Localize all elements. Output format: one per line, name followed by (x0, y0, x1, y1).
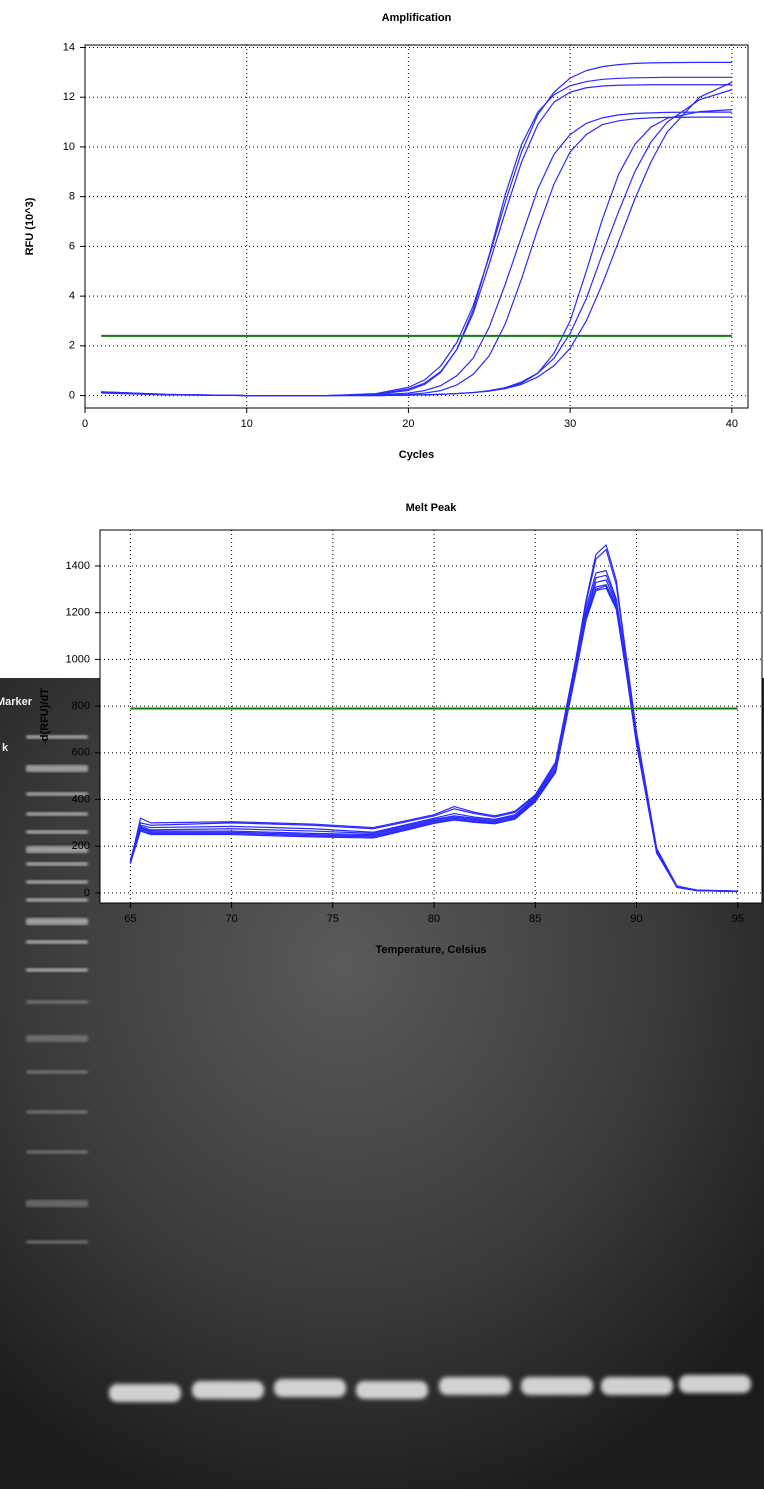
y-tick-label: 12 (63, 91, 75, 103)
sample-band (439, 1377, 511, 1395)
series-line (101, 81, 733, 397)
bands (109, 1375, 751, 1402)
x-tick-label: 70 (225, 913, 237, 925)
x-tick-label: 40 (726, 418, 738, 430)
x-tick-label: 65 (124, 913, 136, 925)
x-tick-label: 75 (327, 913, 339, 925)
ladder-band (26, 846, 88, 853)
y-tick-label: 10 (63, 141, 75, 153)
ladder-band (26, 1150, 88, 1154)
ladder-band (26, 940, 88, 944)
x-tick-label: 20 (402, 418, 414, 430)
sample-band (679, 1375, 751, 1393)
ladder (26, 735, 88, 1244)
y-tick-label: 1200 (66, 607, 90, 619)
chart: Amplification 0 10 20 30 40 0 2 4 6 8 10 12 14 Cycles R… (24, 12, 749, 461)
x-tick-label: 80 (428, 913, 440, 925)
ladder-band (26, 1000, 88, 1004)
y-tick-label: 200 (72, 840, 90, 852)
ladder-band (26, 830, 88, 834)
sample-band (356, 1381, 428, 1399)
ladder-band (26, 862, 88, 866)
sample-band (109, 1384, 181, 1402)
x-tick-label: 30 (564, 418, 576, 430)
y-tick-label: 1400 (66, 560, 90, 572)
chart-title: Melt Peak (406, 502, 458, 514)
ladder-label: k (2, 742, 9, 754)
chart: Melt Peak 65 70 75 80 85 90 95 0 200 400 600 800 1000… (39, 502, 763, 956)
y-tick-label: 8 (69, 191, 75, 203)
x-tick-label: 85 (529, 913, 541, 925)
x-axis-label: Cycles (399, 449, 434, 461)
x-tick-label: 10 (241, 418, 253, 430)
series-line (129, 587, 738, 893)
sample-band (601, 1377, 673, 1395)
ladder-band (26, 1240, 88, 1244)
ladder-band (26, 918, 88, 925)
y-tick-label: 600 (72, 747, 90, 759)
ladder-band (26, 735, 88, 739)
plot-area (84, 44, 749, 409)
y-axis-label: RFU (10^3) (24, 197, 36, 255)
y-tick-label: 6 (69, 240, 75, 252)
ladder-band (26, 898, 88, 902)
y-axis-label: -d(RFU)/dT (39, 688, 51, 745)
y-tick-label: 0 (69, 389, 75, 401)
lane-label: Marker (0, 696, 33, 708)
x-tick-label: 90 (630, 913, 642, 925)
x-tick-label: 95 (732, 913, 744, 925)
ladder-band (26, 765, 88, 772)
x-axis-label: Temperature, Celsius (375, 944, 486, 956)
ladder-band (26, 968, 88, 972)
y-tick-label: 0 (84, 887, 90, 899)
chart-title: Amplification (382, 12, 452, 24)
sample-band (274, 1379, 346, 1397)
x-tick-label: 0 (82, 418, 88, 430)
ladder-band (26, 1200, 88, 1207)
y-tick-label: 1000 (66, 653, 90, 665)
y-tick-label: 14 (63, 41, 75, 53)
y-tick-label: 400 (72, 793, 90, 805)
ladder-band (26, 1070, 88, 1074)
ladder-band (26, 1035, 88, 1042)
ladder-band (26, 880, 88, 884)
y-tick-label: 4 (69, 290, 75, 302)
ladder-band (26, 792, 88, 796)
plot-area (99, 529, 763, 904)
series-line (101, 61, 732, 397)
ladder-band (26, 812, 88, 816)
sample-band (521, 1377, 593, 1395)
y-tick-label: 2 (69, 340, 75, 352)
y-tick-label: 800 (72, 700, 90, 712)
ladder-band (26, 1110, 88, 1114)
sample-band (192, 1381, 264, 1399)
